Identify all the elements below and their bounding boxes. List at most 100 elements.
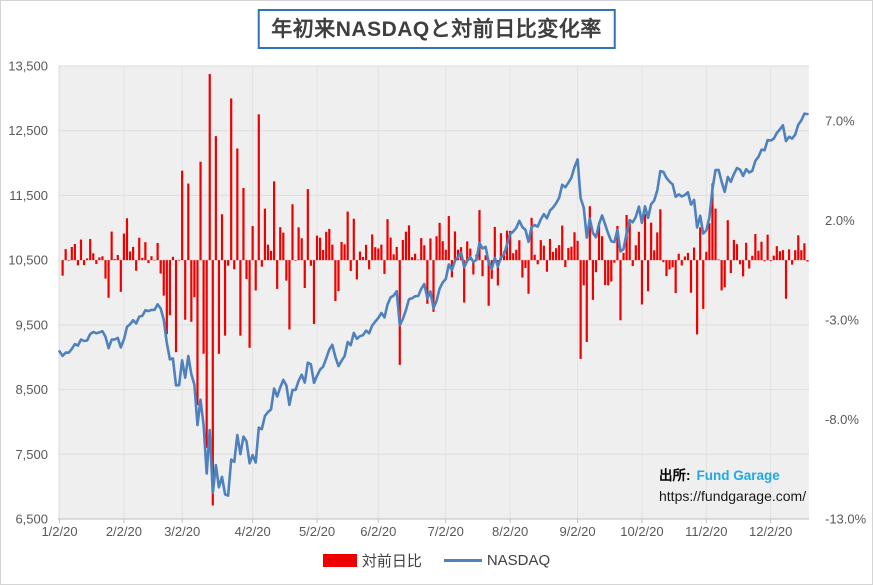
daily-change-bar (766, 234, 769, 261)
x-tick-label: 11/2/20 (685, 524, 727, 539)
daily-change-bar (89, 239, 92, 261)
daily-change-bar (646, 260, 650, 292)
x-tick-label: 12/2/20 (749, 524, 792, 539)
daily-change-bar (150, 256, 153, 261)
daily-change-bar (306, 189, 309, 261)
daily-change-bar (113, 259, 116, 261)
daily-change-bar (775, 246, 778, 261)
daily-change-bar (585, 260, 588, 342)
daily-change-bar (748, 260, 751, 269)
daily-change-bar (312, 260, 316, 324)
daily-change-bar (223, 260, 227, 336)
daily-change-bar (699, 227, 702, 261)
daily-change-bar (558, 245, 561, 261)
daily-change-bar (576, 240, 579, 261)
daily-change-bar (174, 260, 178, 353)
daily-change-bar (346, 211, 349, 261)
y-left-label: 13,500 (8, 59, 48, 74)
daily-change-bar (542, 245, 545, 261)
daily-change-bar (659, 209, 662, 261)
daily-change-bar (135, 260, 138, 271)
x-tick-label: 4/2/20 (235, 524, 271, 539)
daily-change-bar (79, 239, 83, 261)
daily-change-bar (325, 231, 328, 261)
x-tick-label: 2/2/20 (106, 524, 142, 539)
legend: 対前日比 NASDAQ (1, 550, 872, 571)
x-tick-label: 6/2/20 (360, 524, 396, 539)
daily-change-bar (279, 227, 282, 261)
x-tick-label: 8/2/20 (492, 524, 528, 539)
daily-change-bar (610, 260, 613, 282)
chart-title-text: 年初来NASDAQと対前日比変化率 (271, 18, 602, 41)
daily-change-bar (435, 236, 438, 261)
daily-change-bar (168, 260, 171, 316)
daily-change-bar (368, 260, 371, 270)
daily-change-bar (469, 248, 472, 261)
daily-change-bar (622, 252, 625, 261)
daily-change-bar (263, 208, 267, 261)
daily-change-bar (125, 218, 129, 261)
daily-change-bar (202, 260, 205, 354)
daily-change-bar (331, 244, 334, 261)
daily-change-bar (714, 208, 717, 261)
daily-change-bar (692, 247, 696, 261)
daily-change-bar (426, 260, 429, 304)
daily-change-bar (447, 216, 450, 261)
source-prefix: 出所: (659, 468, 691, 483)
daily-change-bar (159, 260, 162, 274)
daily-change-bar (723, 260, 726, 288)
daily-change-bar (119, 260, 122, 292)
daily-change-bar (205, 260, 208, 448)
daily-change-bar (254, 260, 257, 291)
daily-change-bar (616, 225, 619, 261)
legend-label-nasdaq: NASDAQ (486, 552, 551, 569)
daily-change-bar (781, 250, 785, 261)
daily-change-bar (266, 244, 270, 261)
daily-change-bar (499, 233, 503, 261)
daily-change-bar (377, 248, 380, 261)
nasdaq-line (58, 112, 809, 497)
daily-change-bar (276, 260, 279, 289)
daily-change-bar (650, 222, 653, 261)
legend-item-daily-change: 対前日比 (322, 550, 422, 571)
daily-change-bar (653, 250, 656, 261)
daily-change-bar (214, 136, 217, 261)
daily-change-bar (227, 260, 230, 266)
daily-change-bar (487, 260, 490, 306)
daily-change-bar (236, 148, 239, 261)
daily-change-bar (122, 233, 126, 261)
daily-change-bar (769, 260, 772, 262)
daily-change-bar (220, 214, 224, 261)
daily-change-bar (61, 260, 64, 276)
daily-change-bar (772, 255, 775, 261)
daily-change-bar (806, 260, 809, 262)
daily-change-bar (132, 246, 135, 261)
daily-change-bar (527, 260, 530, 294)
daily-change-bar (720, 260, 723, 291)
daily-change-bar (288, 260, 291, 330)
daily-change-bar (570, 246, 573, 261)
daily-change-bar (466, 241, 469, 261)
daily-change-bar (257, 114, 260, 261)
daily-change-bar (441, 241, 444, 261)
daily-change-bar (291, 204, 294, 261)
y-left-label: 8,500 (15, 382, 48, 397)
daily-change-bar (567, 247, 570, 261)
daily-change-bar (597, 222, 601, 261)
daily-change-bar (389, 237, 392, 261)
daily-change-bar (248, 260, 251, 348)
daily-change-bar (594, 260, 598, 273)
source-line: 出所: Fund Garage (659, 466, 806, 486)
daily-change-bar (251, 226, 254, 261)
daily-change-bar (444, 249, 447, 261)
daily-change-bar (509, 230, 512, 261)
daily-change-bar (533, 254, 536, 261)
daily-change-bar (358, 251, 362, 261)
daily-change-bar (230, 98, 233, 261)
daily-change-bar (787, 249, 791, 261)
source-url: https://fundgarage.com/ (659, 488, 807, 505)
daily-change-bar (613, 260, 616, 263)
daily-change-bar (297, 227, 300, 261)
daily-change-bar (763, 260, 766, 262)
daily-change-bar (138, 237, 141, 261)
